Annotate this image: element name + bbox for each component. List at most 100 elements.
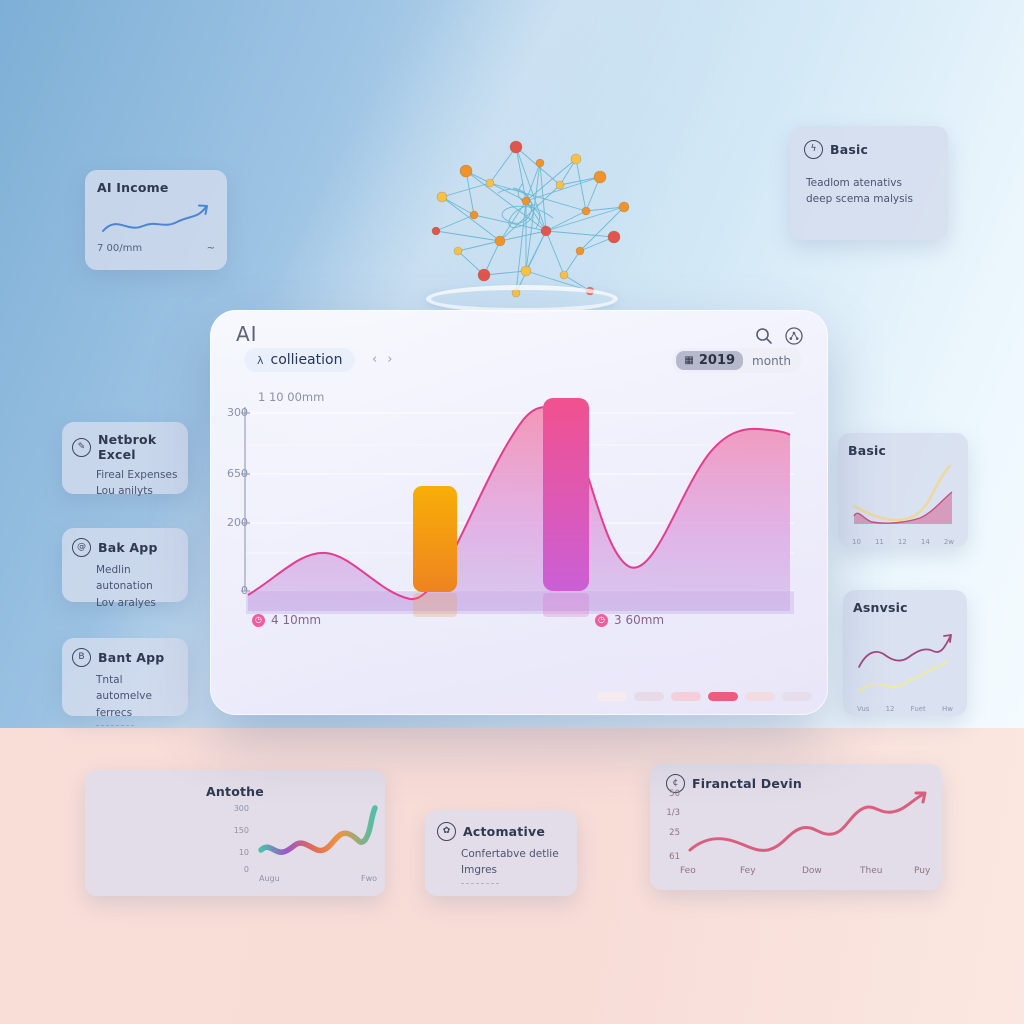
card-title: Bak App xyxy=(98,540,158,555)
x-tick: 2w xyxy=(943,538,954,546)
cent-icon: ¢ xyxy=(666,774,685,793)
card-text: Teadlom atenativs xyxy=(806,177,902,189)
x-tick: 12 xyxy=(897,538,907,546)
y-axis-tick: 200 xyxy=(227,516,248,529)
at-icon: @ xyxy=(72,538,91,557)
pencil-icon: ✎ xyxy=(72,437,91,457)
card-title: Netbrok Excel xyxy=(98,432,157,462)
card-title: Bant App xyxy=(98,650,165,665)
year-label: 2019 xyxy=(698,353,736,368)
divider xyxy=(461,882,499,884)
card-text: Confertabve detlie xyxy=(461,848,559,860)
basic-info-card[interactable]: ϟ Basic Teadlom atenativs deep scema mal… xyxy=(790,126,948,240)
card-text: Tntal automelve xyxy=(96,674,152,703)
lambda-icon: λ xyxy=(257,353,264,367)
divider xyxy=(96,724,134,726)
card-text: Medlin autonation xyxy=(96,564,153,593)
bak-app-card[interactable]: @ Bak App Medlin autonation Lov aralyes xyxy=(62,528,188,609)
card-title: Antothe xyxy=(206,784,264,799)
y-tick: 50 xyxy=(669,789,680,799)
carousel-pagination xyxy=(597,692,812,701)
card-text: Lov aralyes xyxy=(96,596,156,609)
card-text: ferrecs xyxy=(96,706,133,719)
prev-button[interactable]: ‹ xyxy=(372,352,378,367)
income-trend-line xyxy=(102,204,208,232)
card-text: Fireal Expenses xyxy=(96,469,178,481)
x-tick: Fuet xyxy=(910,705,926,713)
y-tick: 150 xyxy=(233,826,249,835)
financial-trend-chart xyxy=(688,791,927,852)
mini-area-chart xyxy=(852,464,953,524)
basic-mini-chart-card[interactable]: Basic 10 11 12 14 2w xyxy=(838,433,968,547)
page-dot-active[interactable] xyxy=(708,692,738,701)
neural-network-graphic xyxy=(431,140,630,298)
settings-icon[interactable] xyxy=(784,326,804,346)
multicolor-ribbon-chart xyxy=(258,805,378,855)
halo-ring xyxy=(426,285,618,313)
clock-icon: ◷ xyxy=(595,613,608,627)
y-tick: 25 xyxy=(669,828,680,838)
card-title: Firanctal Devin xyxy=(692,776,802,791)
calendar-icon: ▦ xyxy=(684,355,694,366)
income-value: 7 00/mm xyxy=(97,243,143,254)
card-text: Lou anilyts xyxy=(96,485,153,498)
card-title: Basic xyxy=(848,443,887,458)
panel-title: AI xyxy=(236,322,258,346)
netbrok-excel-card[interactable]: ✎ Netbrok Excel Fireal Expenses Lou anil… xyxy=(62,422,188,497)
x-tick: Augu xyxy=(259,874,280,883)
mini-line-chart xyxy=(857,634,952,693)
x-tick: Fey xyxy=(740,866,756,876)
x-tick: 10 xyxy=(852,538,861,546)
x-tick: Vus xyxy=(857,705,870,713)
page-dot[interactable] xyxy=(597,692,627,701)
year-pill[interactable]: ▦ 2019 xyxy=(676,351,744,370)
page-dot[interactable] xyxy=(745,692,775,701)
y-tick: 61 xyxy=(669,852,680,862)
page-dot[interactable] xyxy=(634,692,664,701)
y-tick: 0 xyxy=(243,865,249,874)
search-icon[interactable] xyxy=(754,326,774,346)
x-tick: Fwo xyxy=(361,874,378,883)
x-tick: Hw xyxy=(941,705,953,713)
time-marker-right: ◷ 3 60mm xyxy=(595,613,664,627)
x-tick: Puy xyxy=(914,866,931,876)
main-area-bar-chart xyxy=(241,398,794,617)
date-range-control[interactable]: ▦ 2019 month xyxy=(672,348,802,373)
collection-filter-pill[interactable]: λ collieation xyxy=(244,348,356,372)
marker-label: 3 60mm xyxy=(614,613,665,627)
x-tick: 11 xyxy=(874,538,884,546)
main-dashboard-panel: AI λ collieation ‹ › ▦ 2 xyxy=(210,310,828,715)
financial-devin-card[interactable]: ¢ Firanctal Devin 50 1/3 25 61 Feo Fey D… xyxy=(650,764,942,890)
x-tick: 14 xyxy=(920,538,930,546)
x-tick: 12 xyxy=(885,705,895,713)
y-tick: 10 xyxy=(238,848,249,857)
marker-label: 4 10mm xyxy=(271,613,322,627)
page-dot[interactable] xyxy=(782,692,812,701)
card-text: Imgres xyxy=(461,864,498,877)
ai-income-card[interactable]: AI Income 7 00/mm ~ xyxy=(85,170,227,270)
b-badge-icon: B xyxy=(72,648,91,667)
card-title: Actomative xyxy=(463,824,545,839)
bant-app-card[interactable]: B Bant App Tntal automelve ferrecs xyxy=(62,638,188,726)
card-text: deep scema malysis xyxy=(806,193,913,206)
flower-icon: ✿ xyxy=(437,822,456,841)
month-toggle[interactable]: month xyxy=(752,353,791,368)
filter-label: collieation xyxy=(270,352,343,368)
x-tick: Theu xyxy=(860,866,883,876)
income-trend-glyph: ~ xyxy=(206,243,215,254)
card-title: AI Income xyxy=(97,180,169,195)
actomative-card[interactable]: ✿ Actomative Confertabve detlie Imgres xyxy=(425,810,577,896)
next-button[interactable]: › xyxy=(387,352,393,367)
y-axis-tick: 650 xyxy=(227,467,248,480)
y-axis-tick: 300 xyxy=(227,406,248,419)
y-tick: 300 xyxy=(233,804,249,813)
lightning-icon: ϟ xyxy=(804,140,823,159)
antothe-chart-card[interactable]: Antothe 300 150 10 0 Augu Fwo xyxy=(85,770,385,896)
asvsie-chart-card[interactable]: Asnvsic Vus 12 Fuet Hw xyxy=(843,590,967,716)
page-dot[interactable] xyxy=(671,692,701,701)
clock-icon: ◷ xyxy=(252,613,265,627)
time-marker-left: ◷ 4 10mm xyxy=(252,613,321,627)
x-tick: Feo xyxy=(680,866,696,876)
x-tick: Dow xyxy=(802,866,822,876)
